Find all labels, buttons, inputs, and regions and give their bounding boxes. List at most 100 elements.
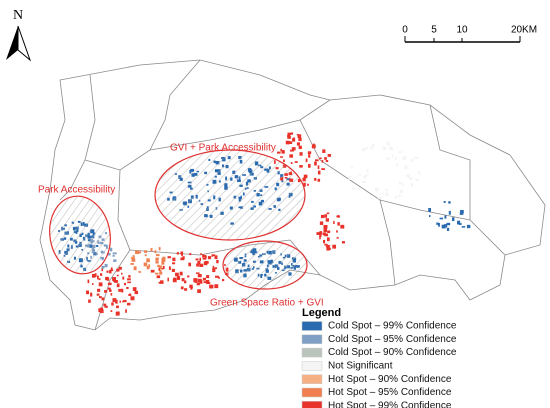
scale-bar: 0 5 10 20KM <box>402 25 537 43</box>
spot <box>428 207 432 212</box>
spot <box>126 302 131 306</box>
legend-label: Hot Spot – 90% Confidence <box>328 374 452 385</box>
spot <box>116 283 120 288</box>
spot <box>128 294 132 296</box>
spot <box>327 237 330 242</box>
spot <box>104 263 108 268</box>
legend-swatch <box>301 374 323 384</box>
spot <box>104 305 108 308</box>
spot <box>322 149 326 153</box>
spot <box>361 181 366 184</box>
spot <box>457 220 461 225</box>
spot <box>415 156 419 159</box>
spot <box>296 142 300 146</box>
spot <box>110 247 113 252</box>
spot <box>399 181 402 185</box>
spot <box>337 215 340 218</box>
legend: Legend Cold Spot – 99% Confidence Cold Sp… <box>301 307 457 408</box>
spot <box>336 237 339 239</box>
spot <box>211 254 214 257</box>
spot <box>315 159 319 162</box>
spot <box>222 278 225 282</box>
spot <box>197 274 202 278</box>
legend-label: Cold Spot – 99% Confidence <box>328 321 457 332</box>
spot <box>319 231 323 235</box>
spot <box>199 263 204 267</box>
spot <box>294 161 298 163</box>
spot <box>154 250 157 254</box>
spot <box>348 175 352 180</box>
spot <box>319 157 322 160</box>
spot <box>319 236 321 240</box>
spot <box>214 284 219 289</box>
annotation: Green Space Ratio + GVI <box>210 298 324 309</box>
spot <box>308 163 311 168</box>
spot <box>161 267 164 270</box>
spot <box>128 275 131 278</box>
spot <box>333 220 335 224</box>
spot <box>172 262 176 265</box>
spot <box>161 257 166 262</box>
spot <box>319 221 324 225</box>
spot <box>123 282 126 286</box>
spot <box>322 232 327 236</box>
spot <box>199 257 201 262</box>
spot <box>212 268 216 273</box>
spot <box>157 264 160 268</box>
spot <box>298 137 302 142</box>
spot <box>439 217 444 220</box>
spot <box>365 147 369 150</box>
spot <box>109 269 114 272</box>
spot <box>159 271 163 275</box>
spot <box>210 284 214 289</box>
spot <box>87 279 90 284</box>
spot <box>438 222 440 227</box>
spot <box>386 141 390 146</box>
spot <box>396 163 399 167</box>
spot <box>207 256 212 260</box>
spot <box>307 151 312 155</box>
spot <box>199 280 203 284</box>
spot <box>126 286 129 290</box>
spot <box>436 222 439 225</box>
spot <box>146 258 150 263</box>
spot <box>290 162 293 165</box>
spot <box>94 273 97 277</box>
annotation: Park Accessibility <box>38 185 115 196</box>
spot <box>113 259 117 263</box>
legend-label: Hot Spot – 95% Confidence <box>328 387 452 398</box>
spot <box>370 146 373 150</box>
spot <box>122 300 124 303</box>
spot <box>321 168 325 171</box>
spot <box>410 182 413 187</box>
spot <box>212 265 215 269</box>
spot <box>197 289 201 293</box>
spot <box>303 182 306 187</box>
spot <box>109 269 112 274</box>
spot <box>91 273 96 278</box>
spot <box>127 278 131 281</box>
spot <box>133 266 137 271</box>
spot <box>132 287 137 291</box>
spot <box>446 227 450 231</box>
spot <box>323 239 326 244</box>
spot <box>366 168 369 173</box>
spot <box>189 284 193 289</box>
spot <box>99 309 104 314</box>
spot <box>158 281 162 284</box>
spot <box>106 270 109 273</box>
spot <box>281 150 285 154</box>
spot <box>317 165 320 170</box>
spot <box>415 178 419 182</box>
spot <box>216 259 219 264</box>
spot <box>112 254 115 257</box>
spot <box>155 259 158 262</box>
spot <box>326 212 330 215</box>
spot <box>391 154 394 158</box>
spot <box>290 149 294 152</box>
spot <box>175 272 179 277</box>
spot <box>167 256 171 259</box>
spot <box>184 288 188 291</box>
spot <box>200 253 202 255</box>
